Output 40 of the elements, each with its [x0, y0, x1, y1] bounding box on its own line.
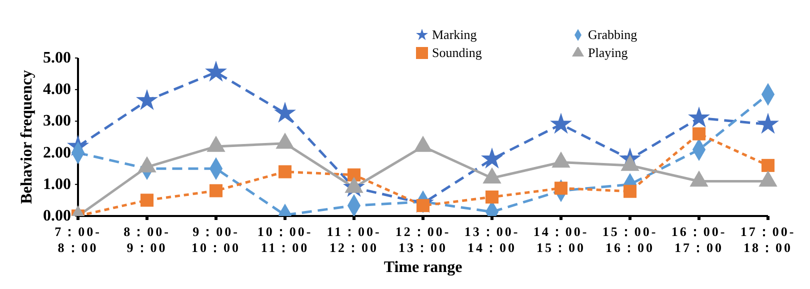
x-tick-label: 7：00-8：00: [54, 224, 102, 255]
y-axis-title: Behavior frequency: [18, 70, 36, 204]
point: [347, 168, 361, 182]
x-tick-label: 9：00-10：00: [192, 224, 240, 255]
point: [485, 190, 499, 204]
x-tick-label: 11：00-12：00: [326, 224, 382, 255]
y-tick-label: 5.00: [43, 50, 71, 66]
point: [623, 184, 637, 198]
y-tick-label: 3.00: [43, 112, 71, 130]
point: [274, 102, 296, 123]
legend-label: Sounding: [432, 45, 483, 61]
x-tick-label: 12：00-13：00: [395, 224, 451, 255]
legend-label: Marking: [432, 27, 478, 43]
point: [688, 106, 710, 128]
x-tick-label: 13：00-14：00: [464, 224, 520, 255]
point: [757, 112, 779, 134]
y-tick-label: 0.00: [43, 208, 71, 224]
y-tick-label: 4.00: [43, 81, 71, 98]
point: [205, 60, 227, 82]
point: [554, 182, 568, 195]
point: [416, 199, 430, 212]
point: [209, 184, 223, 198]
y-tick-label: 2.00: [43, 144, 71, 162]
point: [761, 158, 775, 172]
point: [136, 89, 158, 110]
x-axis-title: Time range: [384, 259, 462, 276]
point: [278, 165, 292, 178]
legend-label: Grabbing: [588, 27, 638, 43]
point: [140, 194, 154, 207]
x-tick-label: 14：00-15：00: [533, 224, 589, 255]
point: [550, 112, 572, 134]
x-tick-label: 8：00-9：00: [124, 224, 170, 255]
x-tick-label: 15：00-16：00: [602, 224, 658, 255]
y-tick-label: 1.00: [43, 176, 71, 193]
point: [692, 127, 706, 140]
legend-label: Playing: [588, 45, 629, 61]
x-tick-label: 17：00-18：00: [740, 224, 796, 255]
point: [481, 148, 503, 168]
x-tick-label: 16：00-17：00: [671, 224, 727, 255]
x-tick-label: 10：00-11：00: [257, 224, 313, 255]
